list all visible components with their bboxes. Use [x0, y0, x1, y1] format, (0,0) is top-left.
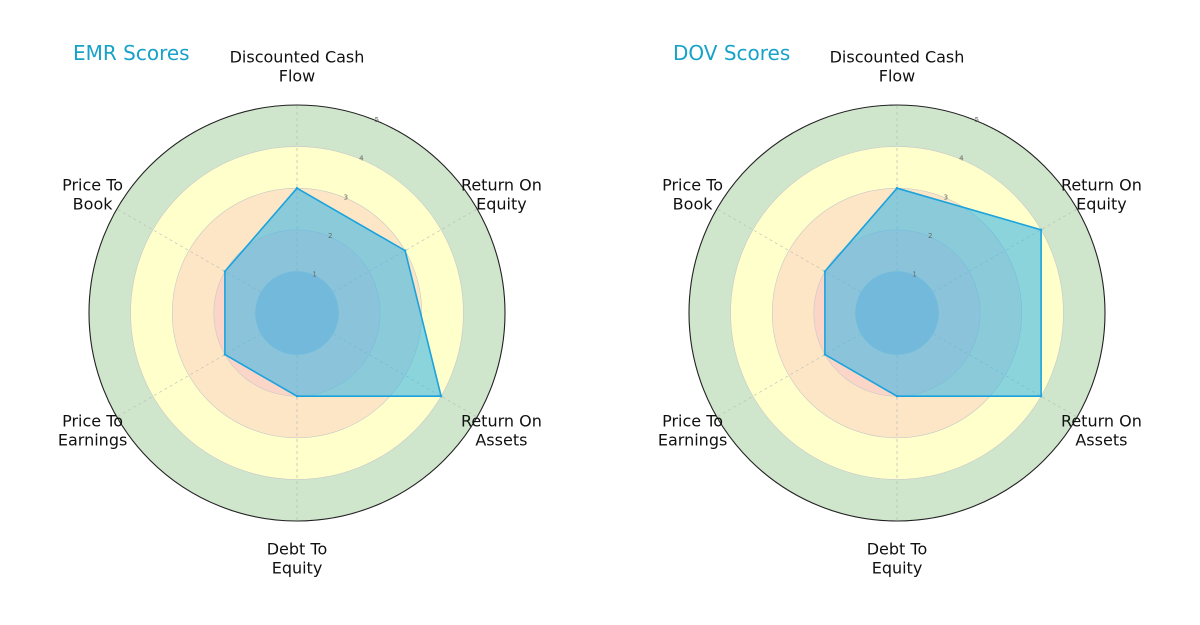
point-return-on-equity [403, 249, 407, 252]
axis-label-debt-to-equity: Debt To Equity [867, 540, 928, 578]
outer-frame [88, 104, 506, 522]
point-debt-to-equity [295, 395, 299, 398]
axis-label-return-on-assets: Return On Assets [461, 412, 542, 450]
point-return-on-assets [439, 395, 443, 398]
tick-label: 2 [328, 232, 332, 240]
point-debt-to-equity [895, 395, 899, 398]
tick-label: 3 [944, 193, 948, 201]
axis-label-debt-to-equity: Debt To Equity [267, 540, 328, 578]
radar-chart-dov: 1 2 3 4 5 Discounted Cash Flow Return On Equity R… [658, 41, 1142, 578]
point-discounted-cash-flow [295, 187, 299, 190]
axis-label-return-on-assets: Return On Assets [1061, 412, 1142, 450]
tick-label: 5 [375, 116, 379, 124]
tick-label: 1 [912, 270, 916, 278]
tick-label: 3 [344, 193, 348, 201]
axis-label-price-to-book: Price To Book [662, 176, 723, 214]
axis-label-discounted-cash-flow: Discounted Cash Flow [830, 48, 965, 86]
tick-label: 4 [959, 155, 964, 163]
tick-label: 1 [312, 270, 316, 278]
chart-title: DOV Scores [673, 41, 790, 65]
spoke-price-to-earnings [716, 312, 898, 418]
point-price-to-book [823, 270, 827, 273]
axis-label-price-to-earnings: Price To Earnings [58, 412, 127, 450]
tick-label: 4 [359, 155, 364, 163]
spoke-price-to-earnings [116, 312, 298, 418]
chart-title: EMR Scores [73, 41, 190, 65]
axis-label-discounted-cash-flow: Discounted Cash Flow [230, 48, 365, 86]
outer-frame [688, 104, 1106, 522]
point-price-to-earnings [223, 353, 227, 356]
spoke-price-to-book [116, 208, 298, 314]
point-price-to-book [223, 270, 227, 273]
tick-label: 5 [975, 116, 979, 124]
tick-label: 2 [928, 232, 932, 240]
axis-label-return-on-equity: Return On Equity [461, 176, 542, 214]
point-price-to-earnings [823, 353, 827, 356]
axis-label-price-to-book: Price To Book [62, 176, 123, 214]
grid-circle-4 [130, 146, 464, 480]
point-return-on-assets [1039, 395, 1043, 398]
point-return-on-equity [1039, 228, 1043, 231]
point-discounted-cash-flow [895, 187, 899, 190]
axis-label-return-on-equity: Return On Equity [1061, 176, 1142, 214]
spoke-price-to-book [716, 208, 898, 314]
axis-label-price-to-earnings: Price To Earnings [658, 412, 727, 450]
radar-chart-emr: 1 2 3 4 5 Discounted Cash Flow Return On Equity R… [58, 41, 542, 578]
grid-circle-4 [730, 146, 1064, 480]
